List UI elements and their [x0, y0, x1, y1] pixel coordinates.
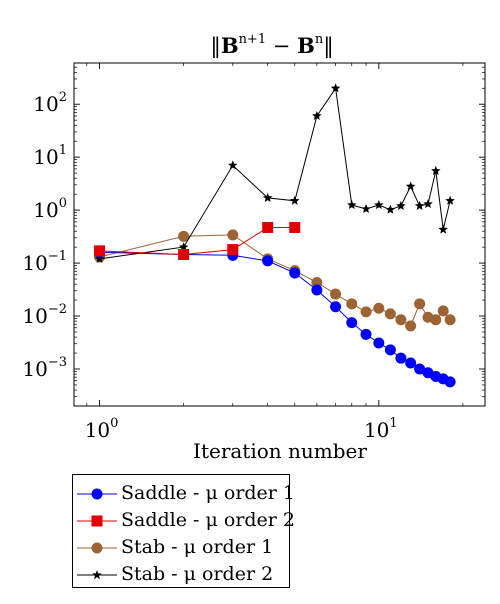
data-point [395, 314, 407, 326]
data-point [437, 305, 449, 317]
data-point [289, 221, 301, 233]
data-point [385, 204, 396, 214]
chart-title: ‖Bn+1 − Bn‖ [210, 32, 333, 59]
legend-swatch-stab-order-1 [77, 542, 117, 554]
data-point [373, 302, 385, 314]
data-point [396, 200, 406, 210]
data-point [360, 328, 372, 340]
data-point [347, 199, 357, 210]
data-point [312, 110, 322, 120]
series-saddle-order-2 [94, 221, 301, 261]
data-point [384, 308, 396, 320]
y-tick-label: 101 [33, 143, 67, 169]
data-point [445, 195, 455, 205]
legend-item-saddle-order-1: Saddle - μ order 1 [73, 480, 295, 506]
y-tick-label: 100 [33, 196, 67, 222]
data-point [405, 320, 417, 332]
data-point [330, 301, 342, 313]
data-point [373, 337, 385, 349]
data-point [405, 181, 416, 191]
series-stab-order-2-line [99, 86, 451, 260]
legend-item-stab-order-2: Stab - μ order 2 [73, 561, 289, 587]
series-saddle-order-1 [94, 246, 456, 388]
data-point [395, 352, 407, 364]
legend-item-saddle-order-2: Saddle - μ order 2 [73, 507, 295, 533]
series-stab-order-2 [94, 83, 455, 263]
data-point [438, 224, 448, 234]
legend-label-saddle-order-1: Saddle - μ order 1 [121, 482, 296, 504]
data-point [384, 344, 396, 356]
data-point [262, 221, 274, 233]
data-point [178, 242, 189, 252]
legend-label-saddle-order-2: Saddle - μ order 2 [121, 509, 296, 531]
data-point [178, 249, 190, 261]
x-tick-label: 101 [364, 416, 398, 442]
series-stab-order-1 [94, 229, 456, 332]
legend: Saddle - μ order 1 Saddle - μ order 2 St… [72, 474, 295, 588]
data-point [330, 288, 342, 300]
x-tick-label: 100 [85, 416, 119, 442]
data-point [346, 298, 358, 310]
legend-swatch-saddle-order-2 [77, 515, 117, 527]
data-point [262, 255, 274, 267]
data-point [94, 245, 106, 257]
data-point [290, 195, 300, 205]
y-tick-label: 102 [33, 90, 67, 116]
data-point [311, 284, 323, 296]
data-point [361, 204, 371, 214]
data-point [444, 376, 456, 388]
data-point [228, 160, 238, 170]
legend-item-stab-order-1: Stab - μ order 1 [73, 534, 289, 560]
x-axis-label: Iteration number [193, 439, 367, 463]
y-tick-label: 10−1 [22, 249, 67, 275]
y-tick-label: 10−3 [22, 355, 67, 381]
data-point [289, 267, 301, 279]
data-point [346, 317, 358, 329]
data-point [178, 230, 190, 242]
data-point [94, 253, 105, 263]
series-stab-order-1-line [99, 234, 451, 327]
legend-label-stab-order-1: Stab - μ order 1 [121, 536, 274, 558]
data-point [431, 165, 441, 175]
y-tick-label: 10−2 [22, 302, 67, 328]
legend-swatch-stab-order-2 [77, 570, 117, 580]
data-point [444, 314, 456, 326]
data-point [374, 199, 384, 210]
data-point [227, 244, 239, 256]
data-point [262, 192, 273, 202]
data-point [423, 199, 433, 209]
data-point [430, 314, 442, 326]
plot-area [73, 62, 486, 407]
data-point [414, 200, 425, 210]
data-point [360, 306, 372, 318]
data-point [405, 357, 417, 369]
data-point [414, 298, 426, 310]
data-point [227, 229, 239, 241]
legend-label-stab-order-2: Stab - μ order 2 [121, 563, 274, 585]
legend-swatch-saddle-order-1 [77, 488, 117, 500]
data-point [330, 83, 341, 93]
